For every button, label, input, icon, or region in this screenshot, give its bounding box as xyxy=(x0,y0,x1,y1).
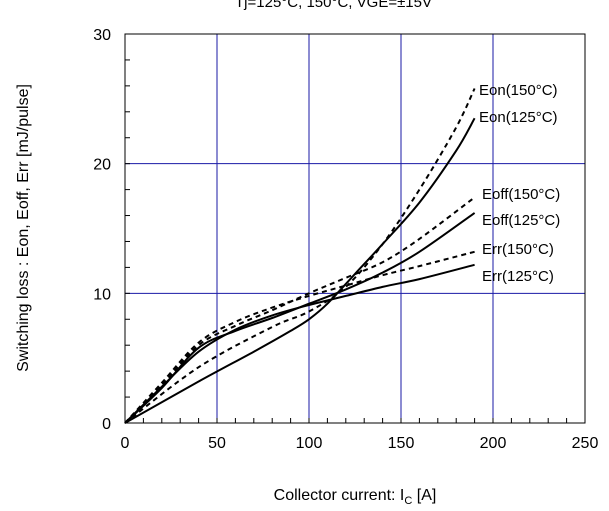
x-tick-label: 100 xyxy=(296,435,323,452)
series-line-eon-150-c xyxy=(124,88,476,424)
x-tick-label: 250 xyxy=(572,435,599,452)
plot-frame xyxy=(124,33,586,424)
series-label-eon-150-c: Eon(150°C) xyxy=(479,82,558,99)
series-label-err-125-c: Err(125°C) xyxy=(482,268,554,285)
series-labels: Eon(150°C) Eon(125°C) Eoff(150°C) Eoff(125°… xyxy=(479,82,560,285)
top-condition-text: Tj=125°C, 150°C, VGE=±15V xyxy=(235,0,432,11)
y-tick-label: 20 xyxy=(93,157,111,174)
series-label-err-150-c: Err(150°C) xyxy=(482,241,554,258)
y-tick-label: 0 xyxy=(102,416,111,433)
y-axis-label: Switching loss : Eon, Eoff, Err [mJ/puls… xyxy=(15,84,32,372)
series-layer xyxy=(124,88,476,424)
series-label-eon-125-c: Eon(125°C) xyxy=(479,109,558,126)
x-tick-label: 50 xyxy=(208,435,226,452)
series-line-err-125-c xyxy=(124,263,475,424)
x-tick-label: 0 xyxy=(121,435,130,452)
x-axis-label: Collector current: IC [A] xyxy=(274,487,437,507)
series-label-eoff-150-c: Eoff(150°C) xyxy=(482,186,560,203)
x-tick-label: 150 xyxy=(388,435,415,452)
series-line-eon-125-c xyxy=(124,117,476,424)
series-line-err-150-c xyxy=(124,250,475,424)
series-label-eoff-125-c: Eoff(125°C) xyxy=(482,212,560,229)
minor-ticks xyxy=(125,59,568,423)
series-line-eoff-150-c xyxy=(124,196,476,424)
tick-labels: 0 50 100 150 200 250 0 10 20 30 xyxy=(93,27,598,452)
series-line-eoff-125-c xyxy=(124,212,476,424)
y-tick-label: 10 xyxy=(93,286,111,303)
y-tick-label: 30 xyxy=(93,27,111,44)
x-tick-label: 200 xyxy=(480,435,507,452)
